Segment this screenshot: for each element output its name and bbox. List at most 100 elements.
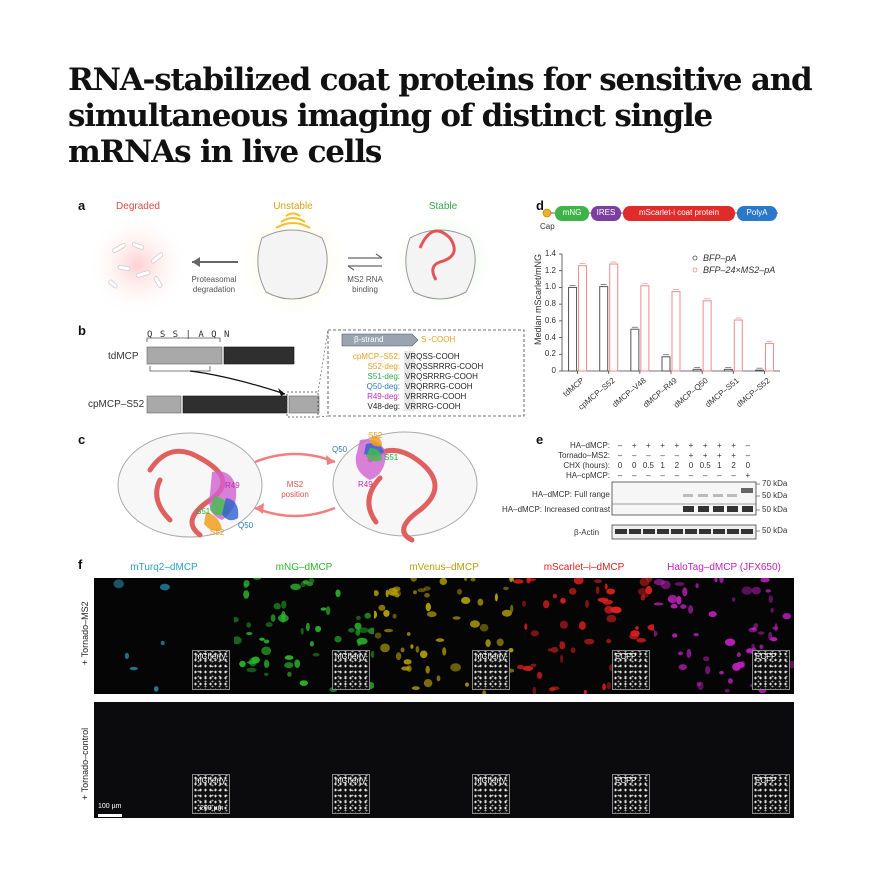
polya-segment [737,206,777,221]
blot-header-value: – [674,451,680,460]
blot-header-value: 0 [688,461,694,470]
inset-image: mCherry [472,650,510,690]
cell-spot [552,593,557,599]
panel-f-label: f [78,557,83,572]
cell-spot [521,600,527,607]
cell-spot [452,616,461,620]
sequence-box [327,329,525,417]
cell-spot [736,661,745,668]
cell-spot [678,664,687,671]
blot-header-value: – [745,441,751,450]
blot-header-value: + [731,451,736,460]
cell-spot [678,651,683,656]
cell-spot [682,587,688,597]
cell-spot [686,648,692,658]
cell-spot [457,588,462,595]
cell-spot [153,686,159,692]
blot-label-actin: β-Actin [574,528,600,537]
scale-text-main: 100 µm [98,803,122,810]
blot-header-value: – [702,471,708,480]
cell-spot [367,627,374,635]
cell-spot [287,671,292,677]
cell-spot [355,629,361,636]
cell-spot [772,626,779,630]
vr-highlight [404,351,415,411]
blot-header-value: – [674,471,680,480]
cell-spot [124,652,129,660]
cell-spot [732,597,736,602]
degradation-text-1: Proteasomal [191,275,237,284]
left-residue-s51: S51 [196,507,211,516]
unstable-label: Unstable [273,201,313,212]
blot-label-contrast: HA–dMCP: Increased contrast [502,505,611,514]
cell-spot [417,588,426,593]
cell-spot [737,652,741,658]
legend-bfp-pa: BFP–pA [703,253,737,263]
cell-spot [719,671,724,675]
cell-spot [496,638,504,647]
cell-spot [705,665,711,675]
inset-image: mCherry [332,774,370,814]
cell-spot [568,587,577,595]
cell-spot [335,589,341,598]
cell-spot [606,682,611,690]
cell-spot [741,586,753,595]
cell-spot [392,613,397,619]
cell-spot [654,602,664,606]
inset-image: ECFP [752,650,790,690]
cell-spot [602,599,613,605]
bar-bfp-pa [661,356,671,372]
cell-spot [374,590,379,597]
cell-spot [640,594,646,601]
cell-spot [760,578,770,583]
cell-spots [113,579,170,692]
degradation-text-2: degradation [192,285,236,294]
cell-spot [423,679,433,688]
blot-contrast-bands [683,506,753,512]
channel-label: mScarlet–i–dMCP [543,562,625,573]
cell-spot [465,682,469,687]
cell-spot [570,647,576,653]
cell-spot [263,639,270,644]
cell-spot [374,632,382,639]
sequence-row-seq: VRQSRRRG-COOH [405,372,478,381]
cell-spot [159,583,170,591]
y-tick-label: 0.8 [544,299,556,309]
cell-spot [355,615,361,621]
cell-spot [435,638,445,642]
cell-spot [263,659,270,668]
cell-spot [281,600,287,609]
cell-spot [674,582,685,586]
cell-spot [517,664,524,670]
rna-right [366,448,438,543]
sequence-row-name: V48-deg: [367,402,400,411]
cell-spot [530,630,539,637]
image-tornado-control: ECFP [654,702,794,818]
sequence-row-name: S51-deg: [367,372,400,381]
channel-label: mVenus–dMCP [409,562,479,573]
inset-label: mCherry [195,776,226,785]
binding-text-1: MS2 RNA [347,275,383,284]
panel-d-label: d [536,198,544,213]
blot-actin [611,524,757,540]
cell-spot [320,607,327,611]
image-tornado-control: mCherry [94,702,234,818]
image-tornado-ms2: mCherry [374,578,514,694]
article-title: RNA-stabilized coat proteins for sensiti… [68,62,813,170]
cell-spot [246,622,252,628]
row-label-control: + Tornado–control [80,727,90,800]
blot-header-row-label: CHX (hours): [563,461,610,470]
cell-spot [358,627,369,633]
cell-spot [560,597,566,604]
cell-spot [315,625,322,633]
inset-image: mCherry [472,774,510,814]
channel-label: HaloTag–dMCP (JFX650) [667,562,781,573]
cell-spot [374,610,378,619]
cell-spot [751,586,761,595]
cell-spot [406,632,411,636]
cell-spot [585,599,589,608]
cell-spot [419,650,428,659]
